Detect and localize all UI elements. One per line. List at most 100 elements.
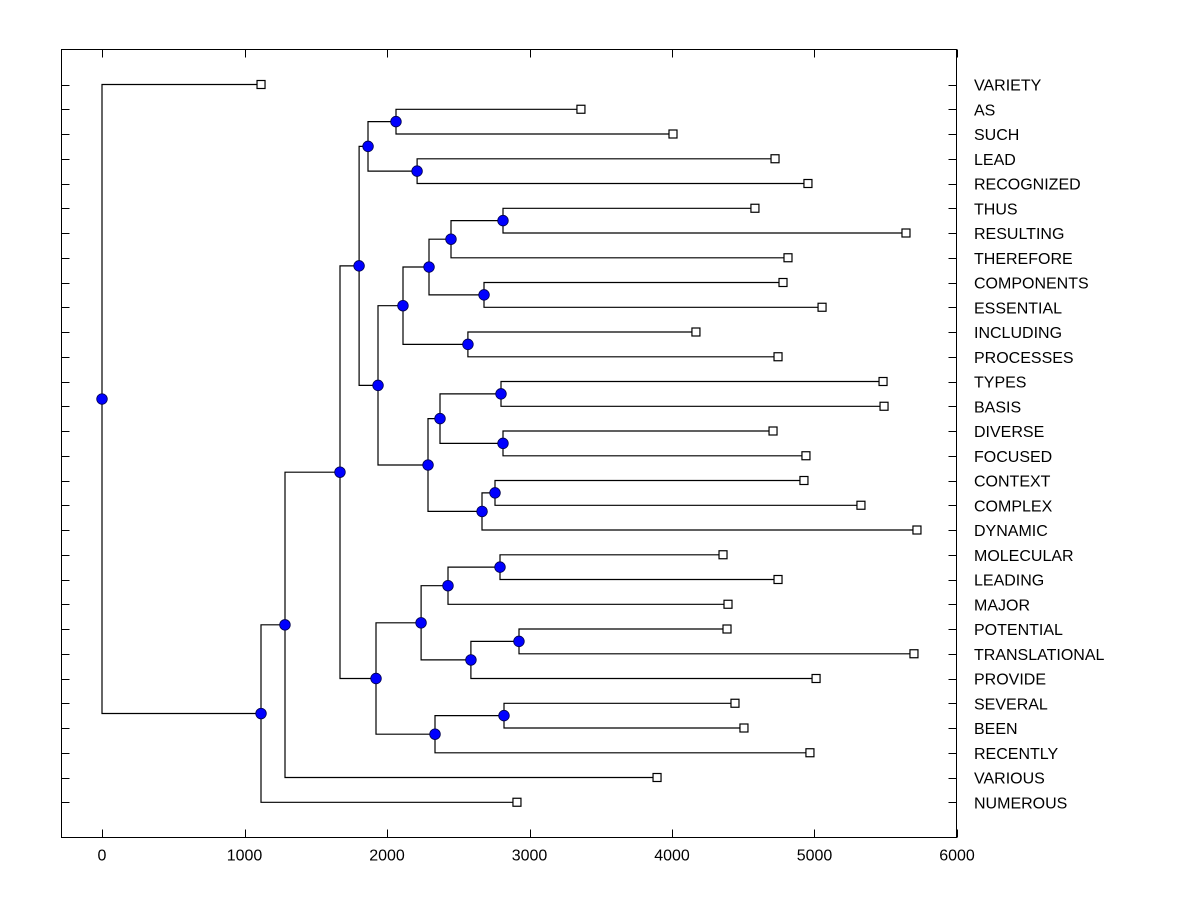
- dendrogram-link: [101, 399, 261, 715]
- dendrogram-link: [427, 418, 440, 465]
- leaf-marker: [256, 79, 266, 90]
- leaf-marker: [901, 228, 911, 238]
- leaf-marker: [750, 203, 760, 213]
- dendrogram-link: [402, 266, 429, 306]
- cluster-node: [478, 289, 490, 301]
- x-tick-label: 0: [98, 848, 107, 865]
- leaf-label: LEADING: [974, 573, 1044, 590]
- cluster-node: [255, 707, 267, 720]
- leaf-label: MAJOR: [974, 597, 1030, 614]
- dendrogram-link: [447, 566, 500, 586]
- cluster-node: [434, 412, 446, 425]
- leaf-label: SEVERAL: [974, 696, 1048, 713]
- dendrogram-link: [450, 239, 788, 259]
- dendrogram-link: [377, 305, 403, 386]
- dendrogram-link: [284, 624, 657, 779]
- cluster-node: [445, 233, 457, 245]
- cluster-node: [442, 579, 454, 592]
- dendrogram-link: [428, 267, 484, 296]
- leaf-label: PROVIDE: [974, 672, 1046, 689]
- plot-frame: [61, 49, 957, 838]
- dendrogram-link: [395, 108, 581, 122]
- leaf-marker: [739, 723, 749, 733]
- leaf-marker: [909, 649, 919, 659]
- leaf-label: THUS: [974, 201, 1018, 218]
- leaf-label: THEREFORE: [974, 251, 1073, 268]
- leaf-marker: [801, 451, 811, 461]
- leaf-label: RESULTING: [974, 226, 1064, 243]
- dendrogram-link: [450, 220, 503, 240]
- dendrogram-link: [260, 624, 285, 714]
- dendrogram-link: [439, 393, 501, 419]
- cluster-node: [362, 140, 374, 153]
- dendrogram-link: [101, 83, 261, 399]
- leaf-marker: [803, 178, 813, 189]
- cluster-node: [279, 619, 291, 631]
- dendrogram-leaves: [256, 79, 922, 807]
- dendrogram-links: [101, 83, 917, 803]
- leaf-label: INCLUDING: [974, 325, 1062, 342]
- cluster-node: [96, 393, 108, 405]
- dendrogram-link: [427, 465, 482, 512]
- cluster-node: [489, 487, 501, 499]
- dendrogram-link: [503, 715, 744, 729]
- dendrogram-link: [494, 492, 861, 506]
- leaf-marker: [512, 797, 522, 807]
- leaf-label: SUCH: [974, 127, 1019, 144]
- dendrogram-link: [420, 622, 471, 661]
- dendrogram-link: [500, 380, 883, 394]
- dendrogram-link: [358, 265, 378, 386]
- dendrogram-link: [518, 641, 914, 655]
- cluster-node: [422, 459, 434, 471]
- leaf-marker: [811, 673, 821, 684]
- x-tick-label: 3000: [512, 848, 548, 865]
- dendrogram-link: [428, 238, 451, 267]
- leaf-label: POTENTIAL: [974, 622, 1063, 639]
- leaf-label: AS: [974, 102, 995, 119]
- dendrogram-nodes: [96, 115, 525, 740]
- dendrogram-link: [395, 121, 673, 135]
- leaf-label: MOLECULAR: [974, 548, 1074, 565]
- cluster-node: [334, 466, 346, 478]
- cluster-node: [498, 709, 510, 722]
- leaf-label: COMPLEX: [974, 498, 1053, 515]
- x-tick-label: 4000: [654, 848, 690, 865]
- cluster-node: [497, 214, 509, 227]
- leaf-label: RECENTLY: [974, 746, 1058, 763]
- cluster-node: [353, 260, 365, 272]
- leaf-label: BEEN: [974, 721, 1018, 738]
- dendrogram-link: [367, 121, 396, 147]
- leaf-marker: [773, 352, 783, 362]
- dendrogram-link: [467, 344, 778, 358]
- dendrogram-link: [416, 158, 775, 172]
- cluster-node: [390, 115, 402, 128]
- leaf-label: BASIS: [974, 399, 1021, 416]
- dendrogram-link: [339, 265, 360, 473]
- leaf-marker: [773, 574, 783, 585]
- dendrogram-link: [481, 511, 917, 531]
- leaf-marker: [652, 772, 662, 783]
- leaf-marker: [730, 698, 740, 708]
- leaf-label: CONTEXT: [974, 474, 1051, 491]
- dendrogram-link: [499, 567, 778, 581]
- dendrogram-link: [434, 734, 810, 754]
- dendrogram-link: [502, 430, 773, 444]
- cluster-node: [497, 437, 509, 450]
- dendrogram-link: [494, 479, 804, 493]
- dendrogram-link: [434, 715, 504, 735]
- dendrogram-link: [483, 294, 823, 308]
- dendrogram-link: [284, 471, 340, 625]
- leaf-marker: [668, 129, 678, 139]
- leaf-marker: [817, 302, 827, 312]
- cluster-node: [494, 561, 506, 573]
- dendrogram-link: [503, 702, 735, 716]
- leaf-label: RECOGNIZED: [974, 177, 1081, 194]
- x-tick-label: 6000: [939, 848, 975, 865]
- dendrogram-link: [500, 393, 884, 407]
- dendrogram-link: [420, 585, 448, 623]
- dendrogram-link: [375, 678, 435, 735]
- leaf-marker: [576, 104, 586, 114]
- leaf-marker: [722, 624, 732, 634]
- leaf-marker: [723, 599, 733, 609]
- leaf-label: NUMEROUS: [974, 795, 1067, 812]
